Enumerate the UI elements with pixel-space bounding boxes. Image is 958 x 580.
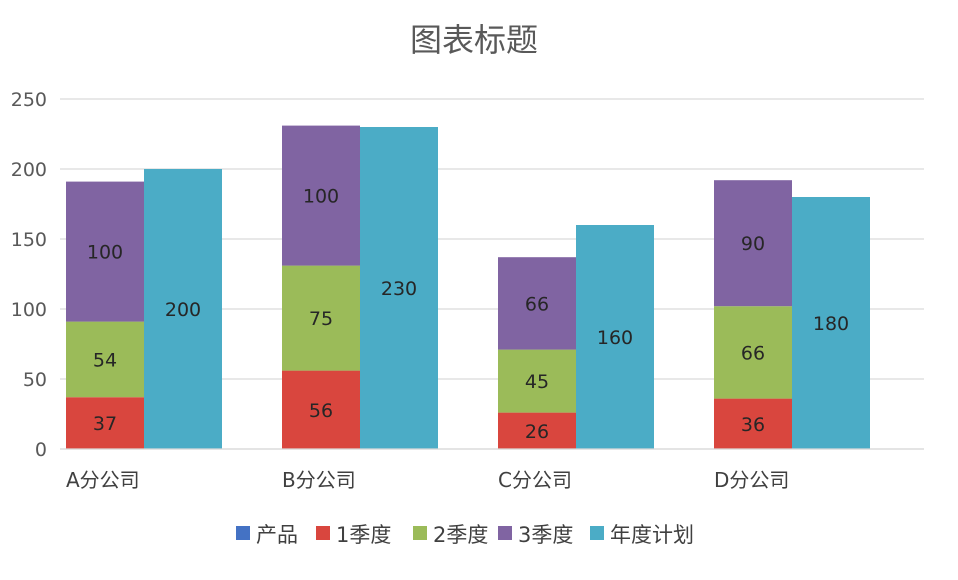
data-label: 180 — [813, 313, 849, 335]
bar-segment — [498, 412, 576, 449]
bar-segment — [498, 257, 576, 350]
data-label: 90 — [741, 233, 765, 255]
y-tick-label: 250 — [11, 89, 47, 111]
data-label: 66 — [525, 293, 549, 315]
data-label: 37 — [93, 413, 117, 435]
data-label: 230 — [381, 278, 417, 300]
bar-segment — [282, 125, 360, 266]
legend-label: 2季度 — [433, 523, 488, 547]
y-axis: 0 50 100 150 200 250 — [11, 89, 47, 461]
chart-title: 图表标题 — [410, 21, 538, 59]
bar-segment — [66, 181, 144, 322]
legend-swatch — [413, 526, 427, 540]
bar-segment — [66, 321, 144, 398]
bar-segment — [714, 398, 792, 449]
data-label: 56 — [309, 400, 333, 422]
bar-segment — [714, 180, 792, 307]
data-label: 100 — [87, 242, 123, 264]
legend: 产品 1季度 2季度 3季度 年度计划 — [236, 523, 694, 547]
y-tick-label: 0 — [35, 439, 47, 461]
data-label: 54 — [93, 349, 117, 371]
y-tick-label: 50 — [23, 369, 47, 391]
bars: 37 54 100 200 56 75 100 230 26 45 66 160 36 66 90 180 — [66, 125, 870, 449]
y-tick-label: 200 — [11, 159, 47, 181]
bar-plan — [576, 225, 654, 449]
bar-segment — [282, 370, 360, 449]
data-label: 66 — [741, 342, 765, 364]
data-label: 160 — [597, 327, 633, 349]
legend-label: 1季度 — [336, 523, 391, 547]
data-label: 75 — [309, 308, 333, 330]
data-label: 100 — [303, 186, 339, 208]
bar-segment — [282, 265, 360, 371]
legend-label: 产品 — [256, 523, 298, 547]
legend-swatch — [316, 526, 330, 540]
y-tick-label: 100 — [11, 299, 47, 321]
legend-label: 3季度 — [518, 523, 573, 547]
legend-label: 年度计划 — [610, 523, 694, 547]
y-tick-label: 150 — [11, 229, 47, 251]
data-label: 45 — [525, 371, 549, 393]
bar-segment — [498, 349, 576, 413]
bar-segment — [66, 397, 144, 449]
bar-plan — [360, 127, 438, 449]
bar-plan — [144, 169, 222, 449]
data-label: 200 — [165, 299, 201, 321]
x-tick-label: A分公司 — [66, 468, 140, 492]
data-label: 26 — [525, 421, 549, 443]
x-tick-label: D分公司 — [714, 468, 789, 492]
x-tick-label: C分公司 — [498, 468, 572, 492]
legend-swatch — [590, 526, 604, 540]
bar-segment — [714, 306, 792, 399]
x-tick-label: B分公司 — [282, 468, 356, 492]
bar-plan — [792, 197, 870, 449]
legend-swatch — [498, 526, 512, 540]
x-axis: A分公司 B分公司 C分公司 D分公司 — [60, 448, 924, 492]
legend-swatch — [236, 526, 250, 540]
data-label: 36 — [741, 414, 765, 436]
